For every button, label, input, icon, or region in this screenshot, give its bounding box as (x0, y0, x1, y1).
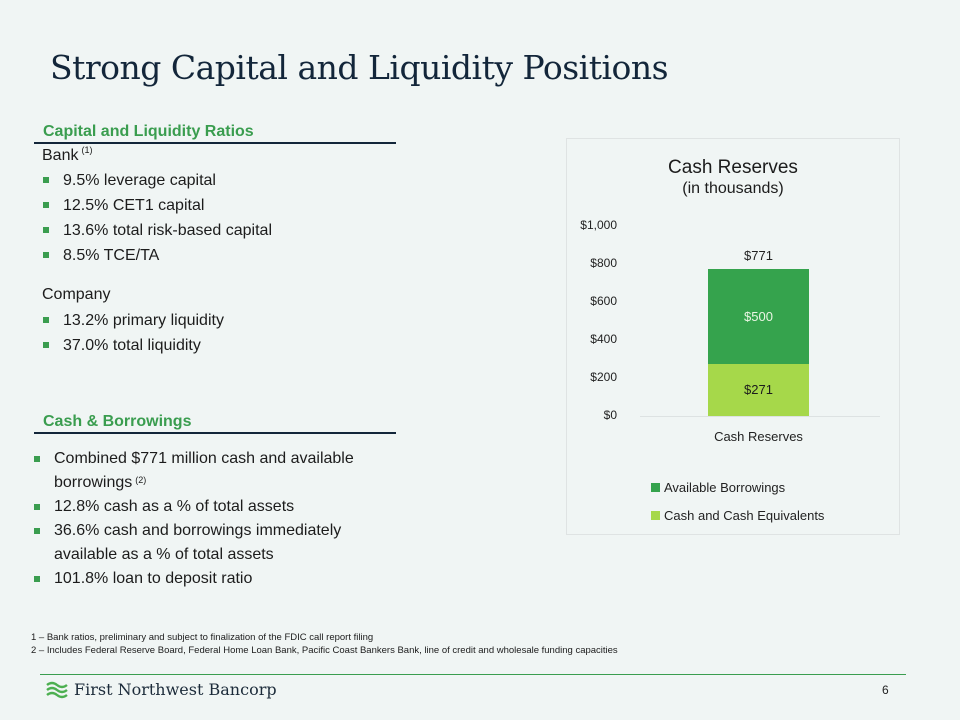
legend-swatch (651, 483, 660, 492)
bar-label-borrowings: $500 (744, 309, 773, 324)
list-item: 12.5% CET1 capital (42, 193, 272, 218)
bank-label: Bank (1) (42, 145, 93, 164)
chart-title: Cash Reserves (668, 157, 798, 178)
y-tick: $800 (590, 256, 617, 270)
list-item: 12.8% cash as a % of total assets (33, 495, 393, 519)
legend-item-borrowings: Available Borrowings (651, 480, 785, 495)
x-category-label: Cash Reserves (714, 429, 803, 444)
bar-total-label: $771 (744, 248, 773, 263)
cash-list: Combined $771 million cash and available… (33, 447, 393, 591)
y-tick: $600 (590, 294, 617, 308)
company-label: Company (42, 286, 111, 303)
slide-title: Strong Capital and Liquidity Positions (50, 48, 669, 87)
y-tick: $0 (603, 408, 617, 422)
footnote-ref-2: (2) (135, 475, 147, 485)
company-name: First Northwest Bancorp (74, 680, 277, 699)
footnote-2: 2 – Includes Federal Reserve Board, Fede… (31, 645, 618, 656)
list-item: 8.5% TCE/TA (42, 243, 272, 268)
bar-label-cash: $271 (744, 382, 773, 397)
y-tick: $200 (590, 370, 617, 384)
legend-item-cash: Cash and Cash Equivalents (651, 508, 824, 523)
company-ratio-list: 13.2% primary liquidity 37.0% total liqu… (42, 308, 224, 358)
cash-section-heading: Cash & Borrowings (34, 412, 396, 434)
y-tick: $1,000 (580, 218, 617, 232)
list-item: 13.6% total risk-based capital (42, 218, 272, 243)
list-item: 36.6% cash and borrowings immediately av… (33, 519, 393, 567)
legend-swatch (651, 511, 660, 520)
bank-ratio-list: 9.5% leverage capital 12.5% CET1 capital… (42, 168, 272, 268)
cash-reserves-chart: Cash Reserves (in thousands) $0 $200 $40… (566, 138, 900, 535)
company-logo: First Northwest Bancorp (46, 680, 277, 699)
footnotes: 1 – Bank ratios, preliminary and subject… (31, 631, 618, 657)
wave-logo-icon (46, 681, 68, 698)
page-number: 6 (882, 683, 889, 697)
list-item: 101.8% loan to deposit ratio (33, 567, 393, 591)
list-item: 37.0% total liquidity (42, 333, 224, 358)
footnote-1: 1 – Bank ratios, preliminary and subject… (31, 632, 374, 643)
chart-subtitle: (in thousands) (682, 180, 784, 197)
y-tick: $400 (590, 332, 617, 346)
bar-cash-equivalents (708, 364, 809, 416)
list-item: 13.2% primary liquidity (42, 308, 224, 333)
capital-heading-text: Capital and Liquidity Ratios (43, 123, 254, 140)
bar-available-borrowings (708, 269, 809, 364)
x-axis-line (640, 416, 880, 417)
cash-heading-text: Cash & Borrowings (43, 413, 192, 430)
capital-section-heading: Capital and Liquidity Ratios (34, 122, 396, 144)
list-item: Combined $771 million cash and available… (33, 447, 393, 495)
footnote-ref-1: (1) (81, 145, 93, 155)
list-item: 9.5% leverage capital (42, 168, 272, 193)
footer-divider (40, 674, 906, 675)
